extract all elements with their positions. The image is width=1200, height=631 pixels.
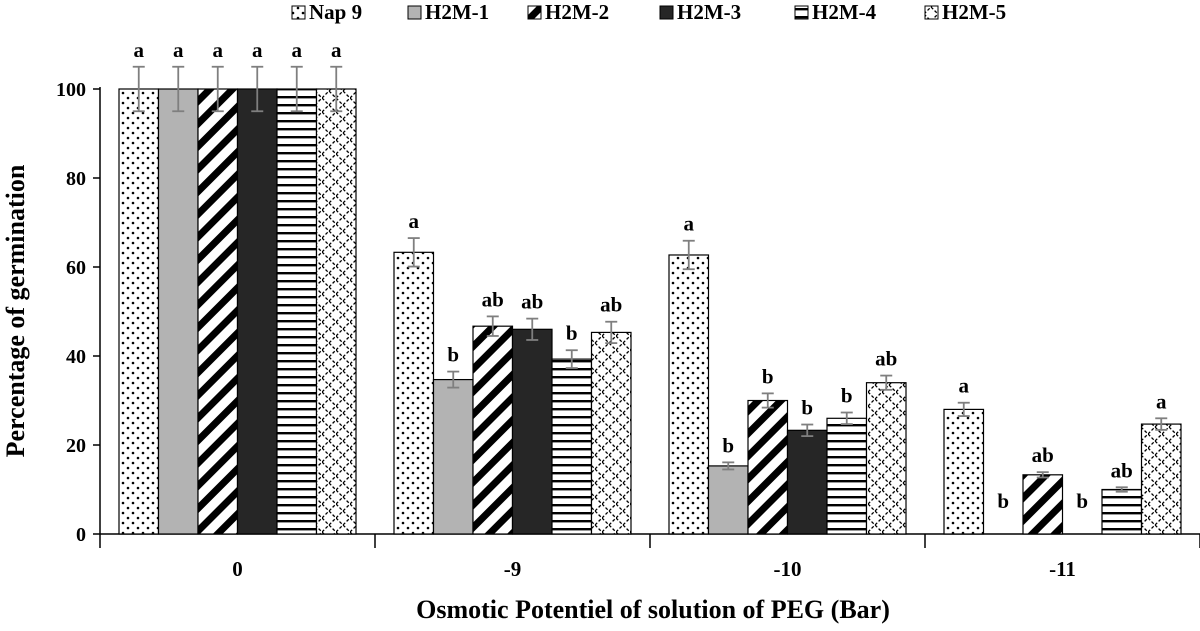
x-tick-label: -10 [774,557,802,581]
significance-label: b [447,343,459,367]
y-tick-label: 60 [66,257,86,279]
bar [472,325,514,535]
significance-label: a [409,209,420,233]
legend-label: Nap 9 [309,0,362,24]
significance-label: a [959,374,970,398]
legend-swatch [794,5,809,20]
bar [865,382,907,535]
significance-label: a [252,38,263,62]
significance-label: a [173,38,184,62]
bar [197,88,239,535]
significance-label: b [722,433,734,457]
bar [943,408,985,535]
significance-label: ab [875,347,897,371]
significance-label: a [213,38,224,62]
legend-label: H2M-2 [545,0,609,24]
legend-swatch [407,5,422,20]
bar [551,358,593,535]
significance-label: b [801,396,813,420]
bar [118,88,160,535]
bar [393,251,435,535]
bar [707,465,749,535]
y-tick-label: 0 [76,524,86,546]
legend-label: H2M-3 [677,0,741,24]
bar [1140,423,1182,535]
bar [315,88,357,535]
legend-label: H2M-5 [942,0,1006,24]
legend-label: H2M-4 [812,0,877,24]
y-axis-title: Percentage of germination [1,164,30,457]
bar [1101,488,1143,535]
x-tick-label: -9 [504,557,522,581]
bar [590,331,632,535]
significance-label: ab [600,293,622,317]
bar [747,399,789,535]
legend-swatch [527,5,542,20]
significance-label: a [292,38,303,62]
significance-label: ab [1032,443,1054,467]
x-tick-label: -11 [1049,557,1076,581]
significance-label: a [684,212,695,236]
x-axis-title: Osmotic Potentiel of solution of PEG (Ba… [416,595,890,624]
bar [276,88,318,535]
significance-label: a [134,38,145,62]
legend-swatch [291,5,306,20]
y-tick-label: 100 [56,79,86,101]
significance-label: ab [1111,458,1133,482]
significance-label: ab [482,287,504,311]
legend: Nap 9 H2M-1 H2M-2 H2M-3 H2M-4 H2M-5 [291,0,1006,24]
significance-label: ab [521,290,543,314]
bar [826,417,868,535]
bar [1022,474,1064,535]
bar [157,88,199,535]
significance-label: a [331,38,342,62]
legend-swatch [659,5,674,20]
bars [118,65,1182,535]
significance-label: b [997,489,1009,513]
significance-label: a [1156,389,1167,413]
significance-label: b [762,364,774,388]
bar [786,429,828,535]
y-tick-label: 80 [66,168,86,190]
bar [511,328,553,535]
x-tick-label: 0 [232,557,243,581]
y-tick-label: 20 [66,435,86,457]
y-tick-label: 40 [66,346,86,368]
bar [668,254,710,535]
legend-label: H2M-1 [425,0,489,24]
bar [432,378,474,535]
significance-label: b [1076,489,1088,513]
bar [236,88,278,535]
legend-swatch [924,5,939,20]
significance-label: b [841,384,853,408]
significance-label: b [566,321,578,345]
